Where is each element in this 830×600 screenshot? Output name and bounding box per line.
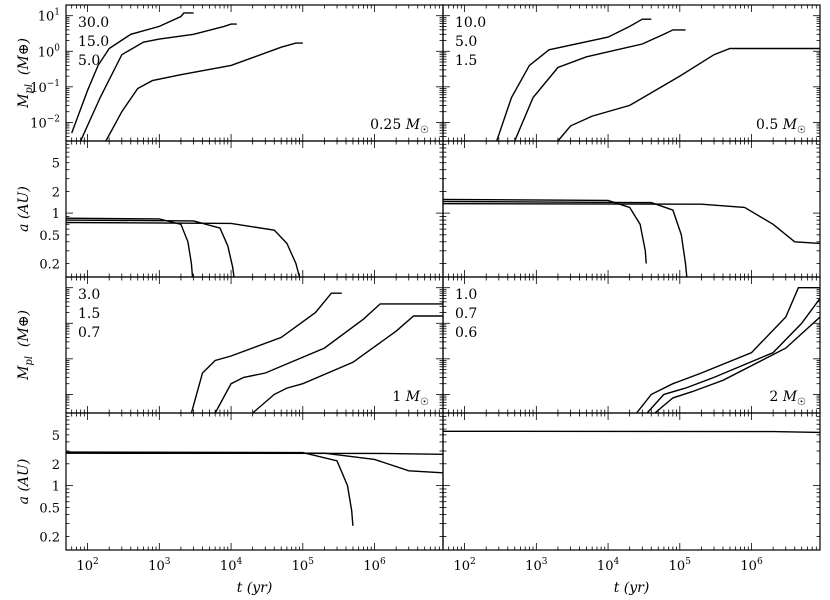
panel-a-2: 102 103 104 105 106 t (yr): [442, 412, 821, 596]
y-tick-label: 2: [52, 458, 60, 473]
series-label: 5.0: [78, 53, 100, 69]
y-tick-label: 100: [38, 43, 61, 60]
y-tick-label: 0.2: [39, 530, 60, 545]
series-label: 3.0: [78, 287, 100, 303]
series-line: [646, 297, 820, 413]
series-label: 0.7: [78, 325, 100, 341]
y-axis-label: Mpl (M⊕): [16, 38, 35, 109]
x-axis-label: t (yr): [237, 580, 273, 596]
series-line: [654, 316, 820, 413]
series-label: 0.7: [455, 306, 477, 322]
series-label: 5.0: [455, 34, 477, 50]
y-tick-label: 1: [52, 207, 60, 222]
x-tick-label: 103: [525, 557, 548, 574]
y-axis-label: Mpl (M⊕): [16, 310, 35, 381]
series-line: [66, 451, 354, 526]
panel-mass-2: 1.0 0.7 0.6 2 M☉: [442, 276, 821, 414]
y-tick-label: 101: [38, 8, 60, 25]
y-tick-label: 10−1: [30, 79, 60, 96]
x-tick-label: 103: [148, 557, 171, 574]
series-line: [443, 203, 820, 245]
series-line: [214, 303, 443, 413]
series-line: [443, 430, 820, 434]
y-tick-label: 5: [52, 157, 60, 172]
series-label: 0.6: [455, 325, 477, 341]
series-label: 1.5: [78, 306, 100, 322]
series-line: [496, 18, 652, 141]
x-tick-label: 105: [292, 557, 315, 574]
y-tick-label: 5: [52, 429, 60, 444]
series-line: [66, 219, 235, 277]
panel-frame: [442, 276, 821, 414]
series-line: [66, 452, 443, 455]
panel-mass-1: Mpl (M⊕) 3.0 1.5 0.7 1 M☉: [16, 276, 444, 414]
panel-frame: [65, 276, 444, 414]
y-tick-label: 2: [52, 185, 60, 200]
panel-frame: [65, 140, 444, 278]
panel-a-0.5: [442, 140, 821, 278]
series-line: [443, 200, 688, 277]
star-mass-annotation: 0.5 M☉: [756, 117, 806, 136]
series-line: [66, 451, 443, 474]
series-line: [636, 287, 820, 413]
y-tick-label: 10−2: [30, 114, 60, 131]
star-mass-annotation: 2 M☉: [769, 389, 806, 408]
series-line: [71, 12, 194, 134]
panel-mass-0.5: 10.0 5.0 1.5 0.5 M☉: [442, 4, 821, 142]
series-label: 1.0: [455, 287, 477, 303]
series-line: [190, 292, 342, 413]
series-line: [514, 29, 686, 141]
series-label: 10.0: [455, 15, 486, 31]
x-axis-label: t (yr): [614, 580, 650, 596]
series-label: 30.0: [78, 15, 109, 31]
x-tick-label: 104: [220, 557, 243, 574]
y-axis-label: a (AU): [16, 186, 32, 232]
panel-a-0.25: 0.2 0.5 1 2 5 a (AU): [16, 140, 444, 278]
series-label: 1.5: [455, 53, 477, 69]
series-line: [557, 47, 820, 141]
series-line: [66, 221, 301, 277]
series-line: [66, 217, 194, 277]
y-axis-label: a (AU): [16, 459, 32, 505]
y-tick-label: 0.5: [39, 502, 60, 517]
x-tick-label: 106: [363, 557, 386, 574]
series-label: 15.0: [78, 34, 109, 50]
y-tick-label: 1: [52, 480, 60, 495]
series-line: [252, 315, 443, 413]
x-tick-label: 104: [597, 557, 620, 574]
star-mass-annotation: 1 M☉: [392, 389, 429, 408]
y-tick-label: 0.5: [39, 229, 60, 244]
series-line: [443, 198, 647, 264]
x-tick-label: 102: [453, 557, 475, 574]
panel-frame: [442, 412, 821, 551]
star-mass-annotation: 0.25 M☉: [370, 117, 429, 136]
x-tick-label: 105: [669, 557, 692, 574]
y-tick-label: 0.2: [39, 258, 60, 273]
x-tick-label: 106: [740, 557, 763, 574]
x-tick-label: 102: [76, 557, 98, 574]
series-line: [79, 23, 237, 141]
panel-frame: [65, 412, 444, 551]
panel-a-1: 0.2 0.5 1 2 5 a (AU) 102 103 104 105 106 t (yr): [16, 412, 444, 596]
series-line: [105, 42, 303, 141]
